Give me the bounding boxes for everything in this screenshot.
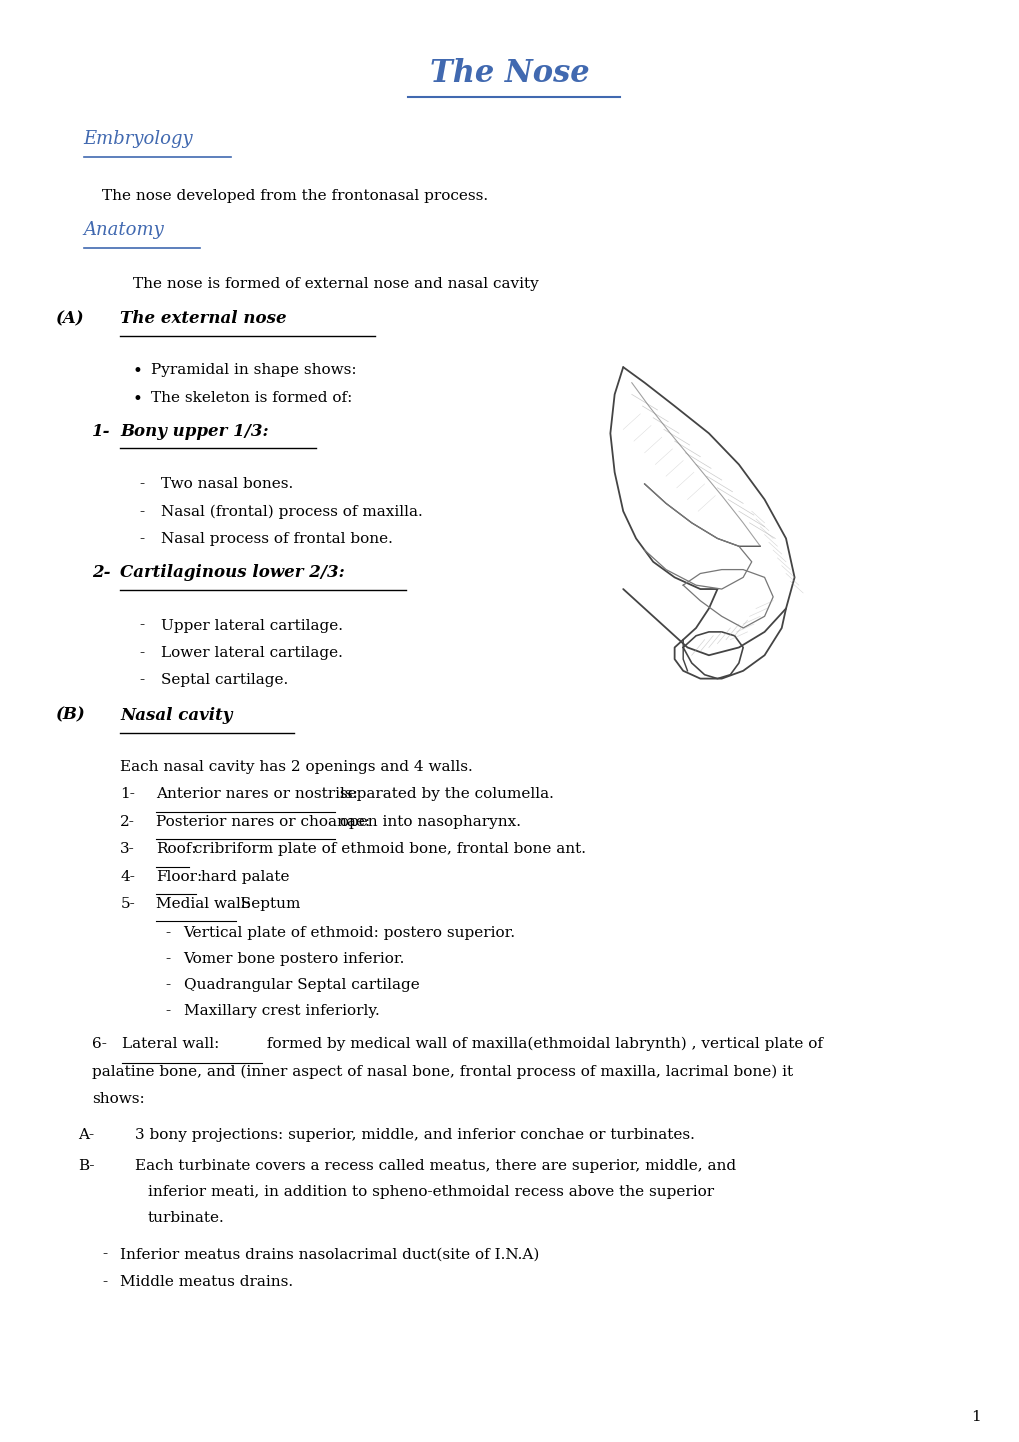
Text: B-: B- xyxy=(78,1159,95,1174)
Text: cribriform plate of ethmoid bone, frontal bone ant.: cribriform plate of ethmoid bone, fronta… xyxy=(190,842,586,857)
Text: Septum: Septum xyxy=(235,897,300,911)
Text: Each nasal cavity has 2 openings and 4 walls.: Each nasal cavity has 2 openings and 4 w… xyxy=(120,760,473,774)
Text: Vertical plate of ethmoid: postero superior.: Vertical plate of ethmoid: postero super… xyxy=(183,926,516,940)
Text: Lateral wall:: Lateral wall: xyxy=(122,1037,219,1051)
Text: 1-: 1- xyxy=(92,423,110,440)
Text: -: - xyxy=(165,926,170,940)
Text: -: - xyxy=(165,1004,170,1018)
Text: Maxillary crest inferiorly.: Maxillary crest inferiorly. xyxy=(183,1004,379,1018)
Text: Each turbinate covers a recess called meatus, there are superior, middle, and: Each turbinate covers a recess called me… xyxy=(135,1159,735,1174)
Text: Pyramidal in shape shows:: Pyramidal in shape shows: xyxy=(151,363,357,378)
Text: 2-: 2- xyxy=(92,564,110,581)
Text: A-: A- xyxy=(78,1128,95,1142)
Text: Nasal process of frontal bone.: Nasal process of frontal bone. xyxy=(161,532,392,547)
Text: -: - xyxy=(140,477,145,492)
Text: open into nasopharynx.: open into nasopharynx. xyxy=(335,815,521,829)
Text: Vomer bone postero inferior.: Vomer bone postero inferior. xyxy=(183,952,405,966)
Text: 3 bony projections: superior, middle, and inferior conchae or turbinates.: 3 bony projections: superior, middle, an… xyxy=(135,1128,694,1142)
Text: The Nose: The Nose xyxy=(430,58,589,88)
Text: separated by the columella.: separated by the columella. xyxy=(335,787,553,802)
Text: turbinate.: turbinate. xyxy=(148,1211,224,1226)
Text: shows:: shows: xyxy=(92,1092,145,1106)
Text: -: - xyxy=(102,1247,107,1262)
Text: 1: 1 xyxy=(970,1410,980,1425)
Text: Embryology: Embryology xyxy=(84,130,193,147)
Text: Nasal cavity: Nasal cavity xyxy=(120,707,232,724)
Text: Nasal (frontal) process of maxilla.: Nasal (frontal) process of maxilla. xyxy=(161,505,423,519)
Text: Medial wall:: Medial wall: xyxy=(156,897,251,911)
Text: Anatomy: Anatomy xyxy=(84,221,164,238)
Text: Roof:: Roof: xyxy=(156,842,197,857)
Text: 5-: 5- xyxy=(120,897,135,911)
Text: •: • xyxy=(132,363,143,381)
Text: 3-: 3- xyxy=(120,842,135,857)
Text: -: - xyxy=(102,1275,107,1289)
Text: Bony upper 1/3:: Bony upper 1/3: xyxy=(120,423,269,440)
Text: -: - xyxy=(165,978,170,992)
Text: -: - xyxy=(140,532,145,547)
Text: -: - xyxy=(140,673,145,688)
Text: Anterior nares or nostrils:: Anterior nares or nostrils: xyxy=(156,787,358,802)
Text: •: • xyxy=(132,391,143,408)
Text: Septal cartilage.: Septal cartilage. xyxy=(161,673,288,688)
Text: -: - xyxy=(140,646,145,660)
Text: Cartilaginous lower 2/3:: Cartilaginous lower 2/3: xyxy=(120,564,344,581)
Text: Upper lateral cartilage.: Upper lateral cartilage. xyxy=(161,619,342,633)
Text: Lower lateral cartilage.: Lower lateral cartilage. xyxy=(161,646,342,660)
Text: Two nasal bones.: Two nasal bones. xyxy=(161,477,293,492)
Text: Inferior meatus drains nasolacrimal duct(site of I.N.A): Inferior meatus drains nasolacrimal duct… xyxy=(120,1247,539,1262)
Text: 1-: 1- xyxy=(120,787,136,802)
Text: inferior meati, in addition to spheno-ethmoidal recess above the superior: inferior meati, in addition to spheno-et… xyxy=(148,1185,713,1200)
Text: 2-: 2- xyxy=(120,815,136,829)
Text: (B): (B) xyxy=(56,707,86,724)
Text: hard palate: hard palate xyxy=(196,870,289,884)
Text: Floor:: Floor: xyxy=(156,870,202,884)
Text: (A): (A) xyxy=(56,310,85,327)
Text: Quadrangular Septal cartilage: Quadrangular Septal cartilage xyxy=(183,978,419,992)
Text: The external nose: The external nose xyxy=(120,310,286,327)
Text: -: - xyxy=(140,619,145,633)
Text: formed by medical wall of maxilla(ethmoidal labrynth) , vertical plate of: formed by medical wall of maxilla(ethmoi… xyxy=(262,1037,822,1051)
Text: 6-: 6- xyxy=(92,1037,107,1051)
Text: The skeleton is formed of:: The skeleton is formed of: xyxy=(151,391,352,405)
Text: The nose developed from the frontonasal process.: The nose developed from the frontonasal … xyxy=(102,189,488,203)
Text: Posterior nares or choanae:: Posterior nares or choanae: xyxy=(156,815,370,829)
Text: The nose is formed of external nose and nasal cavity: The nose is formed of external nose and … xyxy=(132,277,538,291)
Text: -: - xyxy=(140,505,145,519)
Text: Middle meatus drains.: Middle meatus drains. xyxy=(120,1275,293,1289)
Text: 4-: 4- xyxy=(120,870,136,884)
Text: palatine bone, and (inner aspect of nasal bone, frontal process of maxilla, lacr: palatine bone, and (inner aspect of nasa… xyxy=(92,1064,792,1079)
Text: -: - xyxy=(165,952,170,966)
